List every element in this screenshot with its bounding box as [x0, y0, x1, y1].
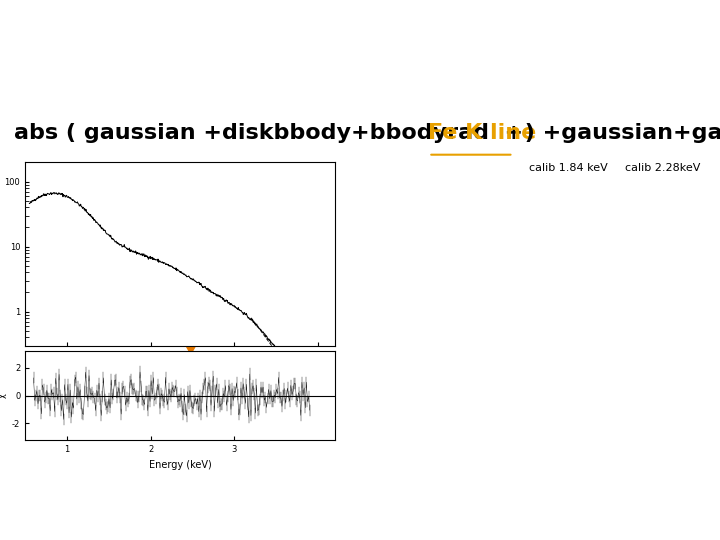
- Text: 6: 6: [14, 518, 23, 532]
- X-axis label: Energy (keV): Energy (keV): [148, 460, 212, 469]
- Text: Fe K line: Fe K line: [428, 123, 536, 143]
- Text: calib 1.84 keV: calib 1.84 keV: [529, 163, 608, 173]
- Text: Evolution of spectrum fit: Evolution of spectrum fit: [189, 21, 531, 49]
- Text: Data analysis: Data analysis: [318, 518, 402, 532]
- Text: abs ( gaussian +diskbbody+bbodyrad  +: abs ( gaussian +diskbbody+bbodyrad +: [14, 123, 523, 143]
- Text: ) +gaussian+gaussian: ) +gaussian+gaussian: [517, 123, 720, 143]
- Text: Emission 1keV: Emission 1keV: [49, 163, 130, 173]
- Y-axis label: χ: χ: [0, 393, 6, 398]
- FancyArrow shape: [177, 291, 204, 354]
- Text: calib 2.28keV: calib 2.28keV: [625, 163, 701, 173]
